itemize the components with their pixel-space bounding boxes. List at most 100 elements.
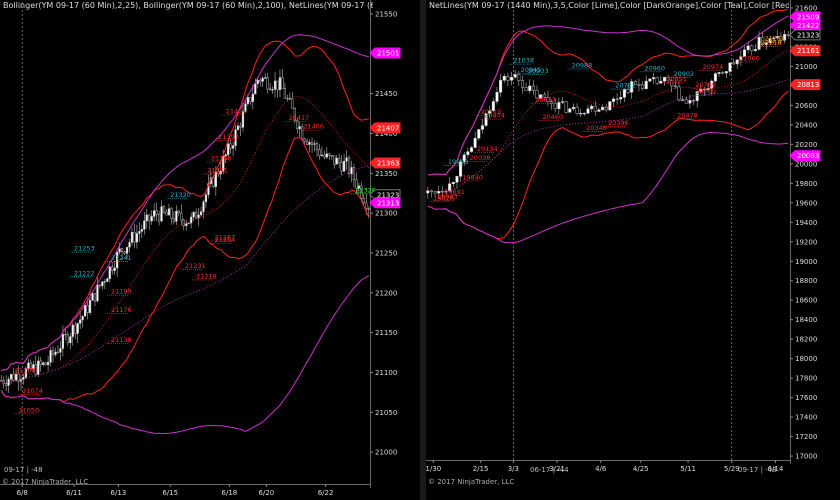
- net-label-20789: 20789: [695, 81, 716, 89]
- bollinger-slow-upper: [427, 15, 789, 176]
- candle-body: [143, 220, 146, 230]
- price-tick-label-18200: 18200: [795, 336, 817, 344]
- net-label-19998: 19998: [448, 158, 469, 166]
- candle-body: [301, 126, 304, 140]
- price-tick-label-17400: 17400: [795, 414, 817, 422]
- candle-body: [546, 97, 550, 102]
- candle-body: [46, 362, 50, 366]
- candle-body: [732, 62, 736, 65]
- candle-body: [296, 120, 299, 130]
- candle-body: [9, 374, 13, 380]
- candle-body: [103, 281, 106, 283]
- net-label-20510: 20510: [481, 108, 502, 116]
- candle-body: [571, 106, 575, 110]
- panel-splitter[interactable]: [420, 0, 426, 500]
- price-tag-shape: [369, 122, 401, 134]
- time-tick-label-4-6: 4/6: [595, 465, 607, 473]
- hourly-chart-canvas[interactable]: 2155021500214502140021350213002125021200…: [0, 0, 420, 500]
- candle-body: [88, 300, 92, 313]
- price-tick-label-19600: 19600: [795, 199, 817, 207]
- candle-body: [528, 85, 532, 91]
- price-tag-text: 21323: [797, 31, 819, 39]
- candle-body: [611, 98, 615, 102]
- candle-body: [37, 360, 40, 375]
- net-label-21176: 21176: [111, 306, 132, 314]
- candle-body: [513, 74, 517, 78]
- candle-body: [283, 88, 287, 99]
- candle-body: [340, 162, 343, 172]
- net-label-21267: 21267: [215, 233, 236, 241]
- net-label-20474: 20474: [484, 112, 505, 120]
- net-label-20478: 20478: [677, 111, 698, 119]
- price-tag-shape: [369, 197, 401, 209]
- price-tag-text: 21363: [377, 159, 399, 167]
- candle-body: [59, 348, 62, 353]
- net-label-21320: 21320: [170, 191, 191, 199]
- candle-body: [510, 77, 514, 81]
- price-tag-shape: [369, 47, 401, 59]
- candle-body: [761, 37, 765, 45]
- net-label-21038: 21038: [513, 57, 534, 65]
- candle-body: [753, 49, 757, 51]
- candle-body: [666, 76, 670, 82]
- candle-body: [582, 112, 586, 115]
- candle-body: [81, 316, 84, 321]
- candle-body: [239, 125, 242, 128]
- bollinger-slow-middle: [427, 79, 789, 193]
- net-label-21138: 21138: [111, 336, 132, 344]
- candle-body: [699, 88, 703, 92]
- candle-body: [575, 106, 579, 114]
- candle-body: [323, 154, 326, 158]
- time-tick-label-2-15: 2/15: [473, 465, 489, 473]
- price-tick-label-21450: 21450: [375, 90, 397, 98]
- price-tick-label-21000: 21000: [795, 63, 817, 71]
- price-tick-label-20200: 20200: [795, 141, 817, 149]
- candle-body: [74, 324, 77, 334]
- candle-body: [347, 157, 351, 175]
- net-label-21231: 21231: [185, 262, 206, 270]
- candle-body: [593, 105, 597, 112]
- candle-body: [148, 214, 151, 222]
- candle-body: [98, 284, 102, 287]
- net-label-21417: 21417: [289, 114, 310, 122]
- candle-body: [448, 183, 452, 192]
- candle-body: [786, 34, 790, 36]
- net-label-20637: 20637: [535, 96, 556, 104]
- candle-body: [742, 49, 747, 57]
- hourly-chart-panel[interactable]: 2155021500214502140021350213002125021200…: [0, 0, 420, 500]
- candle-body: [673, 85, 677, 87]
- price-tag-shape: [789, 19, 821, 31]
- candle-body: [462, 154, 466, 162]
- candle-body: [367, 208, 370, 210]
- candle-body: [721, 72, 725, 74]
- candle-body: [517, 74, 521, 81]
- candle-body: [779, 36, 783, 41]
- candle-body: [130, 232, 134, 243]
- candle-body: [199, 211, 203, 216]
- candle-body: [14, 373, 18, 381]
- candle-body: [251, 93, 254, 102]
- price-tick-label-21200: 21200: [375, 289, 397, 297]
- time-tick-label-4-25: 4/25: [633, 465, 649, 473]
- candle-body: [772, 37, 776, 40]
- candle-body: [293, 107, 296, 121]
- price-tick-label-20600: 20600: [795, 102, 817, 110]
- candle-body: [535, 90, 539, 99]
- candle-body: [24, 368, 28, 378]
- net-label-21366: 21366: [211, 155, 232, 163]
- daily-chart-canvas[interactable]: 2160021400212002100020800206002040020200…: [426, 0, 840, 500]
- net-label-21100: 21100: [15, 366, 36, 374]
- candle-body: [22, 377, 25, 380]
- daily-chart-panel[interactable]: 2160021400212002100020800206002040020200…: [426, 0, 840, 500]
- candle-body: [140, 229, 143, 232]
- candle-body: [249, 97, 252, 102]
- candle-body: [568, 108, 572, 113]
- net-label-20933: 20933: [528, 67, 549, 75]
- candle-body: [531, 85, 535, 91]
- candle-body: [692, 100, 696, 102]
- daily-session-label-june: 06-17 | -44: [530, 466, 569, 474]
- net-label-21199: 21199: [111, 288, 132, 296]
- candle-body: [466, 151, 470, 156]
- candle-body: [150, 216, 153, 222]
- candle-body: [601, 106, 605, 111]
